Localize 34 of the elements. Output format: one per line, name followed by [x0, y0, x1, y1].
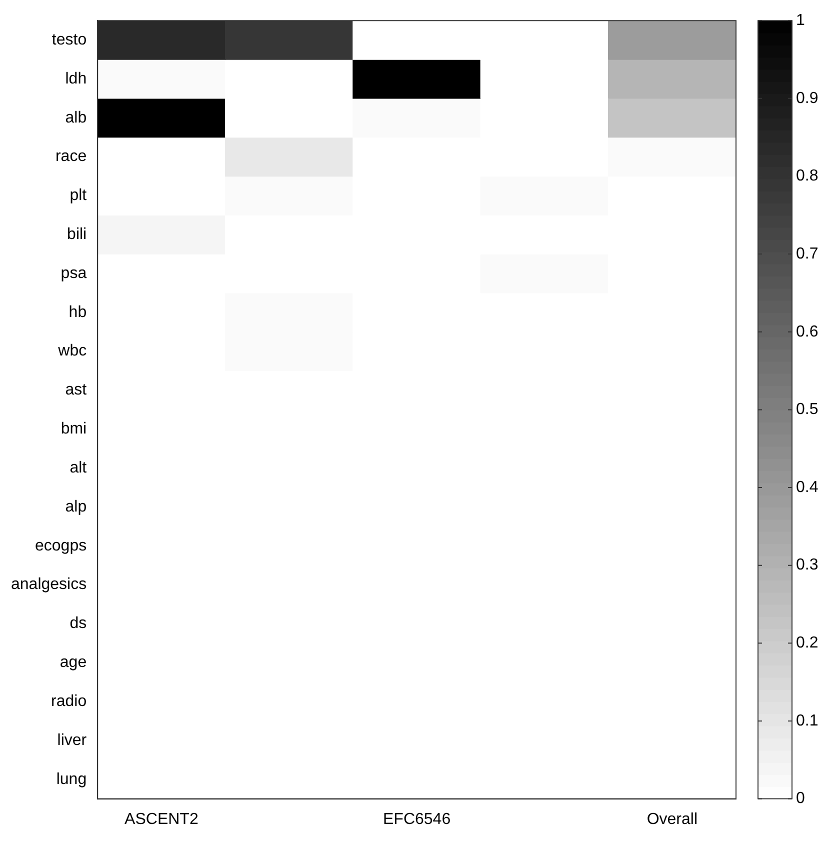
color-bar-label: 0.8: [796, 168, 818, 185]
color-bar-label: 0.1: [796, 712, 818, 730]
y-tick-label: alt: [70, 459, 88, 476]
color-bar-label: 0.9: [796, 90, 818, 107]
y-tick-label: alb: [65, 109, 87, 126]
y-tick-label: ecogps: [35, 537, 87, 554]
y-tick-label: radio: [51, 692, 87, 710]
color-bar-label: 0.5: [796, 401, 818, 418]
y-tick-label: ast: [65, 382, 88, 399]
y-tick-label: lung: [56, 770, 87, 788]
y-tick-label: bmi: [60, 420, 87, 438]
y-tick-label: wbc: [57, 342, 87, 360]
y-tick-label: age: [60, 654, 87, 672]
y-tick-label: bili: [67, 226, 87, 244]
x-tick-label: Overall: [646, 810, 698, 828]
y-tick-label: plt: [70, 187, 88, 204]
y-tick-label: testo: [52, 31, 87, 48]
y-tick-label: analgesics: [10, 576, 87, 594]
color-bar-label: 0.3: [796, 556, 818, 574]
y-tick-label: alp: [65, 498, 87, 516]
x-tick-label: EFC6546: [383, 810, 451, 828]
color-bar-label: 0.4: [796, 478, 818, 496]
y-tick-label: liver: [57, 732, 88, 749]
y-tick-label: ldh: [65, 70, 87, 88]
x-tick-label: ASCENT2: [124, 810, 198, 828]
y-tick-label: ds: [70, 615, 87, 632]
y-tick-label: race: [55, 148, 87, 166]
color-bar-label: 0.6: [796, 323, 818, 340]
y-tick-label: hb: [68, 304, 87, 321]
color-bar-label: 0.7: [796, 245, 818, 262]
color-bar-label: 0.2: [796, 634, 818, 652]
y-tick-label: psa: [60, 264, 87, 282]
color-bar-label: 1: [796, 12, 805, 30]
color-bar-label: 0: [796, 790, 805, 808]
